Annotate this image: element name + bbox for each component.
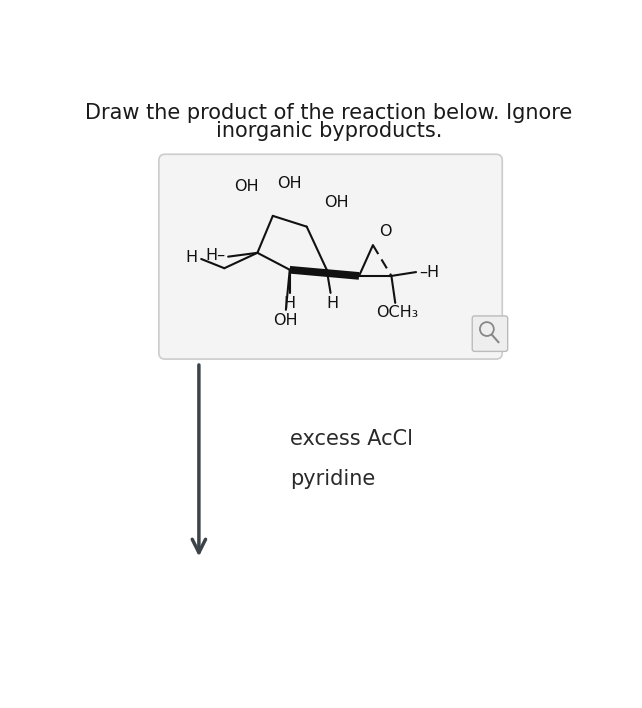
FancyBboxPatch shape: [473, 316, 508, 351]
Text: OH: OH: [234, 179, 259, 194]
Text: H: H: [186, 250, 197, 265]
Text: Draw the product of the reaction below. Ignore: Draw the product of the reaction below. …: [85, 103, 573, 122]
Text: O: O: [379, 224, 392, 239]
Text: excess AcCl: excess AcCl: [290, 429, 413, 449]
Text: inorganic byproducts.: inorganic byproducts.: [216, 121, 442, 141]
Text: pyridine: pyridine: [290, 469, 375, 489]
Text: H–: H–: [205, 249, 225, 263]
Text: H: H: [327, 296, 339, 311]
Polygon shape: [290, 266, 360, 280]
Text: –H: –H: [419, 265, 439, 280]
Text: OH: OH: [324, 195, 348, 210]
Text: H: H: [284, 296, 296, 311]
Text: OH: OH: [277, 176, 301, 191]
Text: OCH₃: OCH₃: [376, 305, 419, 320]
Text: OH: OH: [273, 313, 299, 328]
FancyBboxPatch shape: [159, 154, 502, 359]
